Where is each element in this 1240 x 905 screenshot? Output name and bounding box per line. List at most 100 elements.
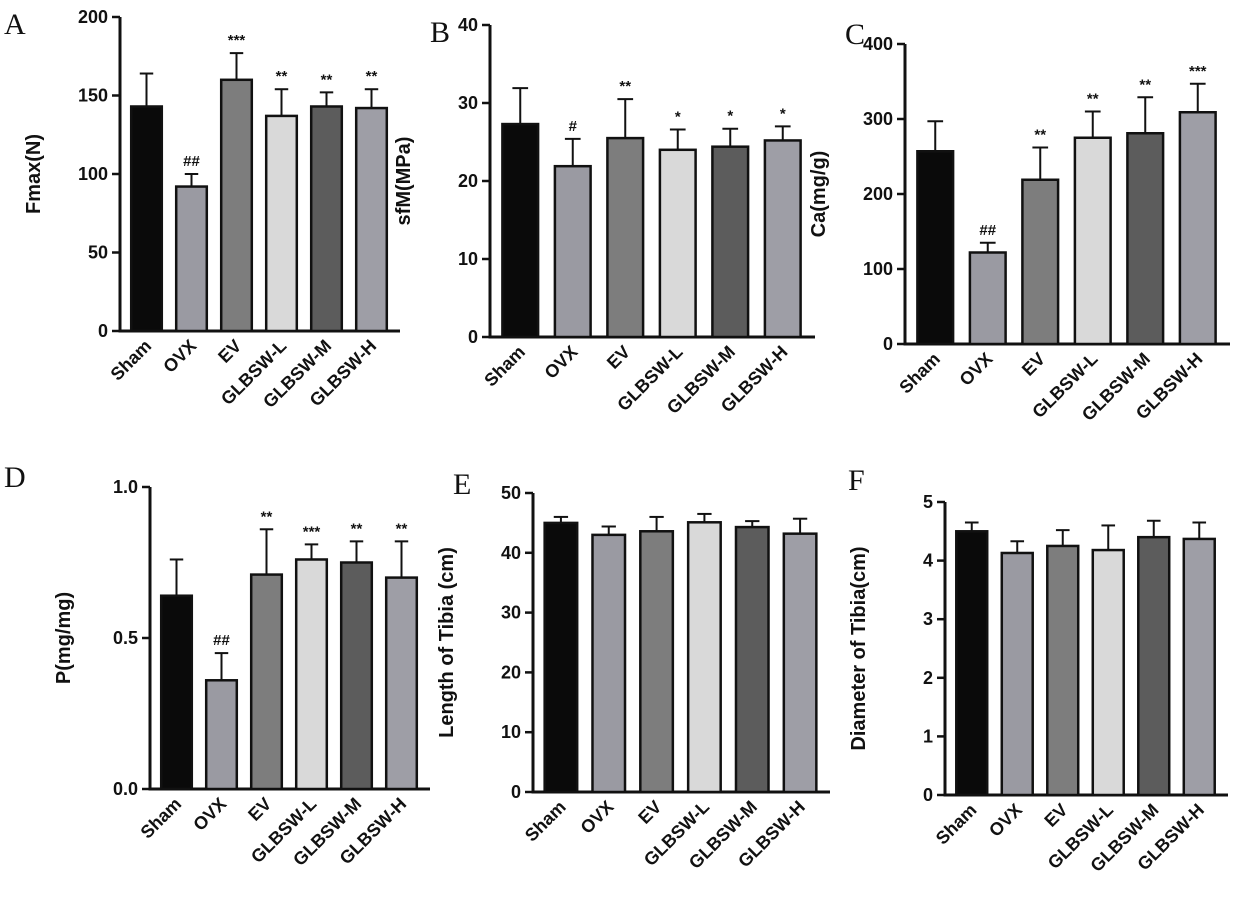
x-tick-label: OVX [541, 342, 582, 383]
significance-label: ** [1034, 127, 1046, 144]
significance-label: ** [619, 78, 631, 95]
x-tick-label: EV [214, 336, 245, 367]
bar [1000, 551, 1034, 797]
y-tick-label: 100 [78, 164, 108, 184]
bar [294, 558, 329, 791]
bar [1137, 535, 1171, 797]
significance-label: ## [183, 153, 200, 170]
bar [1182, 537, 1216, 797]
y-tick-label: 0.0 [113, 779, 138, 799]
y-tick-label: 150 [78, 86, 108, 106]
significance-label: ** [396, 520, 408, 537]
y-tick-label: 30 [458, 93, 478, 113]
panel-letter: E [453, 468, 471, 501]
bar [1091, 548, 1125, 797]
y-tick-label: 1.0 [113, 477, 138, 497]
y-tick-label: 400 [863, 34, 893, 54]
bar [711, 145, 750, 339]
significance-label: ** [261, 508, 273, 525]
y-tick-label: 300 [863, 109, 893, 129]
y-tick-label: 10 [458, 249, 478, 269]
bar [501, 122, 540, 339]
x-tick-label: EV [1040, 800, 1071, 831]
x-tick-label: Sham [480, 342, 529, 391]
x-tick-label: EV [1018, 349, 1049, 380]
significance-label: ** [1139, 76, 1151, 93]
y-axis-label: P(mg/mg) [53, 592, 75, 684]
y-tick-label: 0 [511, 782, 521, 802]
bar [264, 114, 299, 333]
bar [1126, 132, 1165, 346]
panel-letter: C [845, 18, 865, 51]
y-tick-label: 0.5 [113, 628, 138, 648]
panel-letter: D [4, 461, 26, 494]
bar [339, 561, 374, 791]
y-tick-label: 3 [923, 609, 933, 629]
panel-letter: B [430, 16, 450, 49]
x-tick-label: OVX [956, 349, 997, 390]
y-tick-label: 0 [98, 321, 108, 341]
bar [658, 148, 697, 339]
bar [606, 136, 645, 339]
y-tick-label: 1 [923, 726, 933, 746]
significance-label: ** [1087, 91, 1099, 108]
y-tick-label: 40 [501, 543, 521, 563]
x-tick-label: Sham [932, 800, 981, 849]
bar [686, 521, 722, 794]
significance-label: * [780, 105, 786, 122]
y-tick-label: 50 [501, 483, 521, 503]
x-tick-label: OVX [985, 800, 1026, 841]
y-tick-label: 20 [458, 171, 478, 191]
y-tick-label: 20 [501, 662, 521, 682]
significance-label: *** [1189, 63, 1207, 80]
significance-label: ## [213, 632, 230, 649]
x-tick-label: Sham [895, 349, 944, 398]
y-tick-label: 2 [923, 668, 933, 688]
bar [1073, 136, 1112, 346]
bar [249, 573, 284, 791]
bar [129, 105, 164, 333]
bar [309, 105, 344, 333]
bar [543, 521, 579, 794]
y-axis-label: Ca(mg/g) [808, 151, 830, 238]
bar [782, 532, 818, 794]
significance-label: * [727, 108, 733, 125]
y-tick-label: 0 [923, 785, 933, 805]
x-tick-label: EV [603, 342, 634, 373]
significance-label: ## [979, 222, 996, 239]
significance-label: ** [276, 68, 288, 85]
bar [354, 106, 389, 333]
y-tick-label: 5 [923, 492, 933, 512]
y-axis-label: Fmax(N) [23, 134, 45, 214]
y-tick-label: 200 [78, 7, 108, 27]
bar [916, 150, 955, 346]
y-tick-label: 4 [923, 551, 933, 571]
y-tick-label: 30 [501, 603, 521, 623]
bar [1178, 111, 1217, 346]
y-tick-label: 40 [458, 15, 478, 35]
bar [219, 78, 254, 333]
bar [763, 139, 802, 339]
y-tick-label: 50 [88, 243, 108, 263]
significance-label: ** [321, 71, 333, 88]
x-tick-label: Sham [137, 794, 186, 843]
y-tick-label: 0 [468, 327, 478, 347]
bar [639, 530, 675, 794]
bar [591, 533, 627, 794]
bar [204, 679, 239, 791]
y-axis-label: Length of Tibia (cm) [436, 547, 458, 738]
bar [734, 525, 770, 794]
x-tick-label: OVX [577, 797, 618, 838]
x-tick-label: EV [634, 797, 665, 828]
significance-label: ** [366, 68, 378, 85]
panel-letter: F [848, 464, 865, 497]
y-tick-label: 10 [501, 722, 521, 742]
panel-letter: A [4, 8, 26, 41]
y-tick-label: 200 [863, 184, 893, 204]
significance-label: * [675, 109, 681, 126]
bar [159, 594, 194, 791]
bar [174, 185, 209, 333]
bar [553, 164, 592, 339]
y-axis-label: sfM(MPa) [393, 137, 415, 226]
significance-label: ** [351, 520, 363, 537]
